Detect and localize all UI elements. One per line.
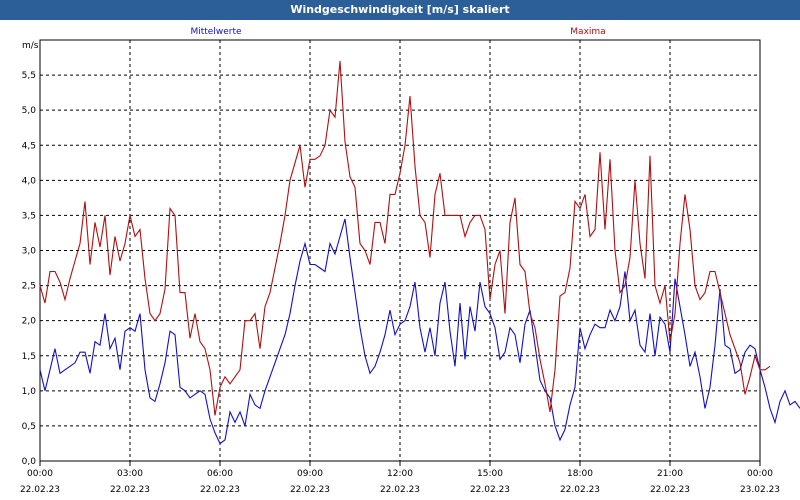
y-tick-label: 4,5 — [22, 141, 36, 151]
y-tick-label: 5,5 — [22, 71, 36, 81]
series-line-mittelwerte — [39, 218, 800, 445]
x-tick-time: 15:00 — [477, 469, 503, 479]
y-tick-label: 0,5 — [22, 422, 36, 432]
x-tick-date: 22.02.23 — [290, 485, 330, 495]
y-tick-label: 0,0 — [22, 457, 37, 467]
y-axis-label: m/s — [22, 41, 39, 51]
x-tick-date: 22.02.23 — [20, 485, 60, 495]
x-tick-date: 22.02.23 — [200, 485, 240, 495]
x-tick-date: 22.02.23 — [470, 485, 510, 495]
x-tick-time: 03:00 — [117, 469, 143, 479]
x-tick-date: 22.02.23 — [380, 485, 420, 495]
y-tick-label: 1,5 — [22, 352, 36, 362]
y-tick-label: 2,0 — [22, 317, 37, 327]
y-tick-label: 4,0 — [22, 176, 37, 186]
x-axis: 00:00 22.02.23 03:00 22.02.23 06:00 22.02.23 0… — [20, 461, 780, 495]
x-tick-time: 06:00 — [207, 469, 233, 479]
x-tick-time: 12:00 — [387, 469, 413, 479]
y-axis: 0,0 0,5 1,0 1,5 2,0 2,5 3,0 3,5 4,0 4,5 5,0 5,5 — [22, 71, 37, 467]
x-tick-date: 22.02.23 — [650, 485, 690, 495]
x-tick-time: 09:00 — [297, 469, 323, 479]
x-tick-time: 21:00 — [657, 469, 683, 479]
series-line-maxima — [39, 60, 771, 416]
y-tick-label: 3,5 — [22, 211, 36, 221]
y-tick-label: 1,0 — [22, 387, 37, 397]
x-tick-date: 23.02.23 — [740, 485, 780, 495]
x-tick-time: 00:00 — [27, 469, 53, 479]
x-tick-date: 22.02.23 — [110, 485, 150, 495]
legend-maxima: Maxima — [570, 27, 605, 37]
series-lines — [39, 60, 800, 445]
y-tick-label: 5,0 — [22, 106, 37, 116]
window-title: Windgeschwindigkeit [m/s] skaliert — [0, 0, 800, 20]
legend-mittelwerte: Mittelwerte — [190, 27, 241, 37]
y-tick-label: 3,0 — [22, 247, 37, 257]
x-tick-time: 18:00 — [567, 469, 593, 479]
y-tick-label: 2,5 — [22, 282, 36, 292]
x-tick-date: 22.02.23 — [560, 485, 600, 495]
grid-lines — [40, 40, 760, 461]
x-tick-time: 00:00 — [747, 469, 773, 479]
